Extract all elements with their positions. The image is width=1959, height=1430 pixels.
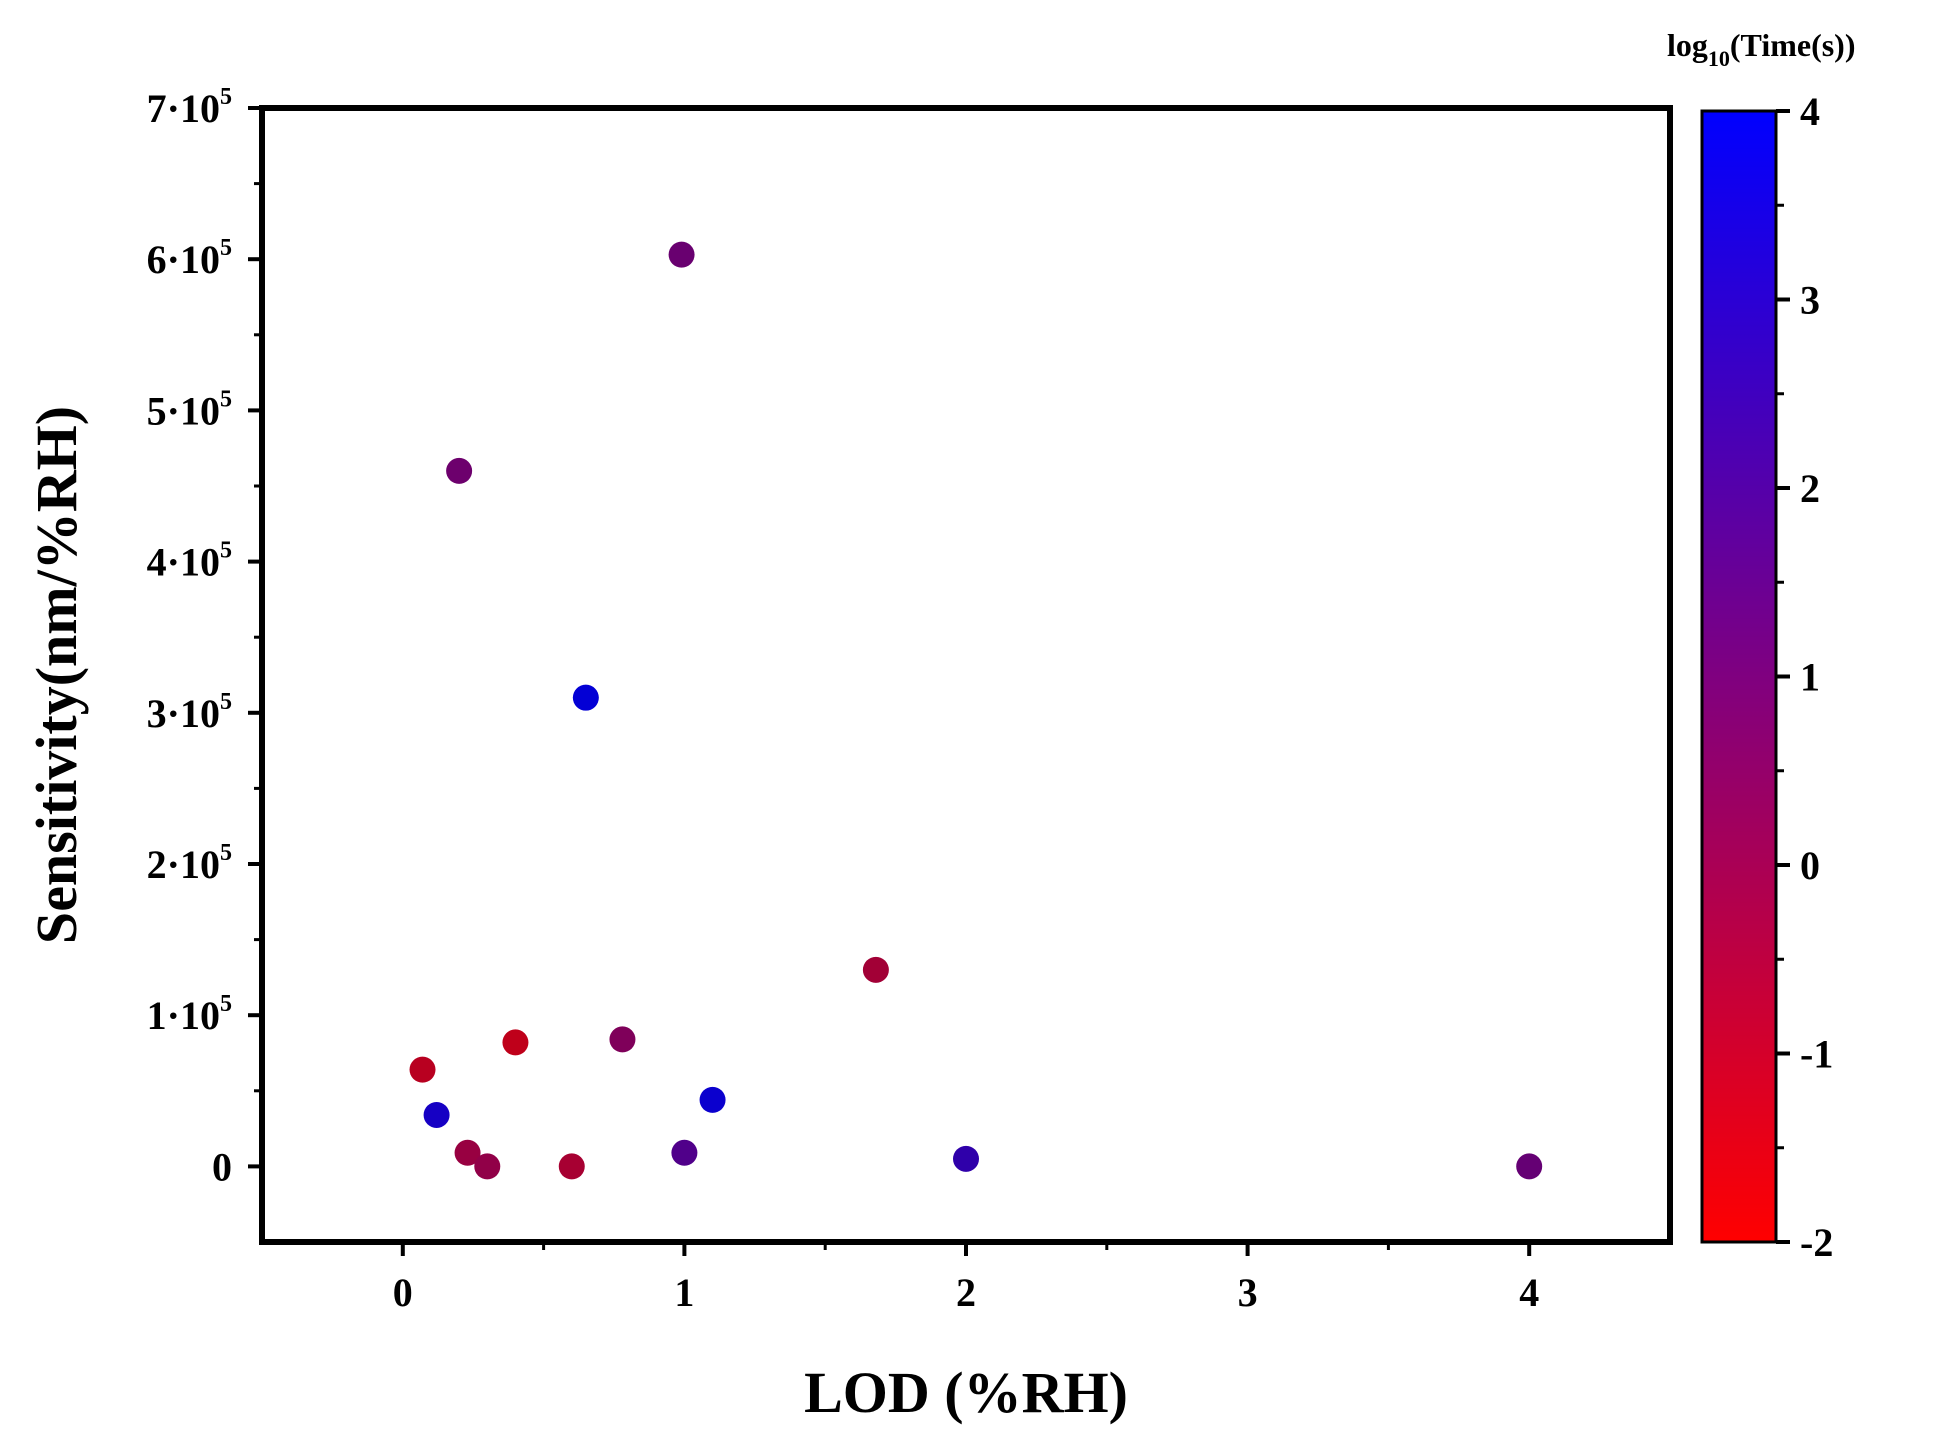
y-tick-label: 2·105 xyxy=(147,840,232,887)
x-axis-title: LOD (%RH) xyxy=(804,1360,1128,1425)
y-tick-label: 3·105 xyxy=(147,689,232,736)
y-tick-label: 0 xyxy=(212,1144,232,1189)
data-point xyxy=(862,956,889,983)
data-point xyxy=(668,241,695,268)
x-tick-label: 3 xyxy=(1238,1270,1258,1315)
x-tick-label: 4 xyxy=(1519,1270,1539,1315)
data-point xyxy=(502,1029,529,1056)
data-point xyxy=(454,1139,481,1166)
data-points xyxy=(409,241,1543,1180)
colorbar-tick-label: -1 xyxy=(1800,1032,1833,1077)
x-axis-ticks: 0 1 2 3 4 xyxy=(393,1242,1539,1315)
colorbar-tick-label: -2 xyxy=(1800,1220,1833,1265)
colorbar-ticks: -2 -1 0 1 2 3 4 xyxy=(1776,89,1833,1265)
x-tick-label: 1 xyxy=(674,1270,694,1315)
y-tick-label: 4·105 xyxy=(147,538,232,585)
y-axis-ticks: 0 1·105 2·105 3·105 4·105 5·105 6·105 7·105 xyxy=(147,84,262,1189)
data-point xyxy=(671,1139,698,1166)
y-tick-label: 5·105 xyxy=(147,386,232,433)
y-axis-title: Sensitivity(nm/%RH) xyxy=(24,406,89,944)
data-point xyxy=(609,1026,636,1053)
colorbar-tick-label: 4 xyxy=(1800,89,1820,134)
data-point xyxy=(446,457,473,484)
data-point xyxy=(558,1153,585,1180)
colorbar-tick-label: 2 xyxy=(1800,466,1820,511)
y-tick-label: 7·105 xyxy=(147,84,232,131)
colorbar-tick-label: 3 xyxy=(1800,278,1820,323)
data-point xyxy=(474,1153,501,1180)
colorbar xyxy=(1700,109,1778,1244)
data-point xyxy=(699,1086,726,1113)
y-tick-label: 1·105 xyxy=(147,991,232,1038)
plot-frame xyxy=(259,105,1673,1245)
y-tick-label: 6·105 xyxy=(147,235,232,282)
colorbar-tick-label: 0 xyxy=(1800,843,1820,888)
data-point xyxy=(1516,1153,1543,1180)
data-point xyxy=(423,1101,450,1128)
data-point xyxy=(953,1145,979,1172)
colorbar-title: log10(Time(s)) xyxy=(1667,27,1855,71)
x-tick-label: 2 xyxy=(956,1270,976,1315)
x-tick-label: 0 xyxy=(393,1270,413,1315)
data-point xyxy=(409,1056,436,1083)
data-point xyxy=(572,684,599,711)
colorbar-tick-label: 1 xyxy=(1800,655,1820,700)
